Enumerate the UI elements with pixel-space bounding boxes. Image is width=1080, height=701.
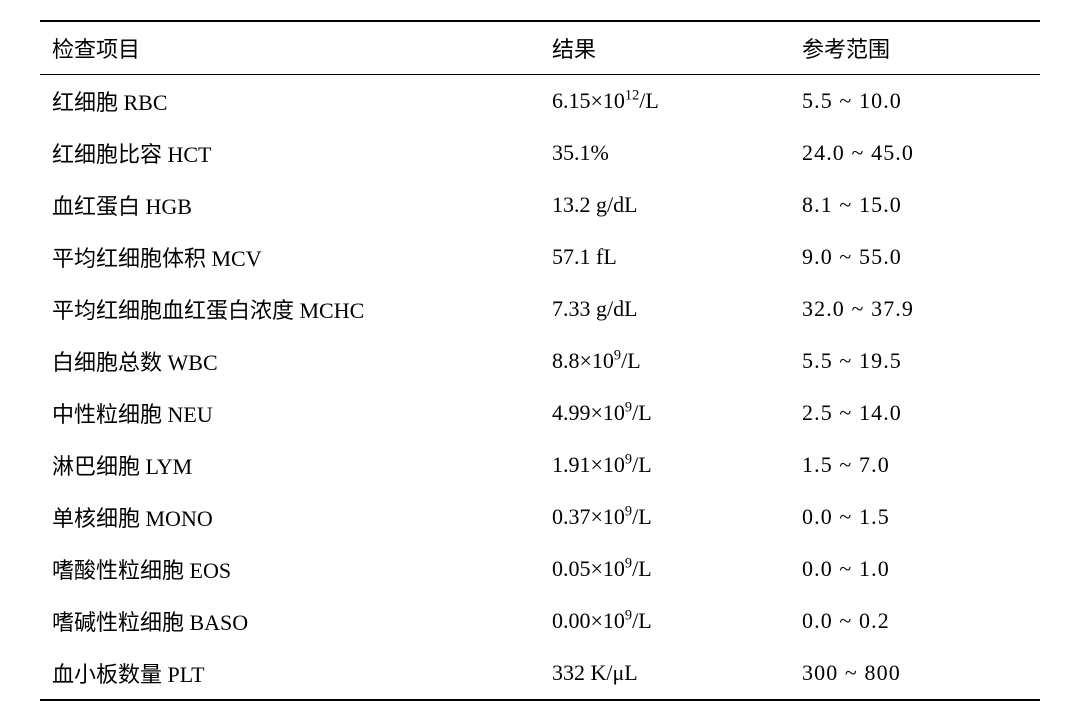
- cell-reference: 5.5 ~ 19.5: [790, 335, 1040, 387]
- result-suffix: /L: [639, 88, 659, 113]
- result-sup: 9: [625, 504, 632, 520]
- result-prefix: 35.1%: [552, 140, 609, 165]
- table-row: 平均红细胞血红蛋白浓度 MCHC 7.33 g/dL 32.0 ~ 37.9: [40, 283, 1040, 335]
- cell-reference: 32.0 ~ 37.9: [790, 283, 1040, 335]
- cell-item: 红细胞比容 HCT: [40, 127, 540, 179]
- result-suffix: /L: [632, 452, 652, 477]
- result-sup: 9: [625, 400, 632, 416]
- cell-item: 淋巴细胞 LYM: [40, 439, 540, 491]
- result-sup: 9: [625, 556, 632, 572]
- result-sup: 9: [625, 608, 632, 624]
- table-row: 嗜酸性粒细胞 EOS 0.05×109/L 0.0 ~ 1.0: [40, 543, 1040, 595]
- cell-result: 4.99×109/L: [540, 387, 790, 439]
- table-row: 淋巴细胞 LYM 1.91×109/L 1.5 ~ 7.0: [40, 439, 1040, 491]
- cell-reference: 5.5 ~ 10.0: [790, 75, 1040, 128]
- result-suffix: /L: [621, 348, 641, 373]
- result-prefix: 332 K/μL: [552, 660, 638, 685]
- result-prefix: 1.91×10: [552, 452, 625, 477]
- result-prefix: 7.33 g/dL: [552, 296, 638, 321]
- table-row: 嗜碱性粒细胞 BASO 0.00×109/L 0.0 ~ 0.2: [40, 595, 1040, 647]
- table-row: 单核细胞 MONO 0.37×109/L 0.0 ~ 1.5: [40, 491, 1040, 543]
- result-prefix: 4.99×10: [552, 400, 625, 425]
- cell-item: 血小板数量 PLT: [40, 647, 540, 700]
- cell-result: 0.00×109/L: [540, 595, 790, 647]
- result-prefix: 0.37×10: [552, 504, 625, 529]
- result-suffix: /L: [632, 556, 652, 581]
- cell-item: 红细胞 RBC: [40, 75, 540, 128]
- cell-reference: 1.5 ~ 7.0: [790, 439, 1040, 491]
- col-header-reference: 参考范围: [790, 21, 1040, 75]
- cell-item: 单核细胞 MONO: [40, 491, 540, 543]
- table-row: 血红蛋白 HGB 13.2 g/dL 8.1 ~ 15.0: [40, 179, 1040, 231]
- cell-result: 0.37×109/L: [540, 491, 790, 543]
- col-header-result: 结果: [540, 21, 790, 75]
- cell-reference: 0.0 ~ 1.0: [790, 543, 1040, 595]
- table-header-row: 检查项目 结果 参考范围: [40, 21, 1040, 75]
- cell-result: 13.2 g/dL: [540, 179, 790, 231]
- result-prefix: 0.00×10: [552, 608, 625, 633]
- cell-reference: 0.0 ~ 0.2: [790, 595, 1040, 647]
- table-row: 中性粒细胞 NEU 4.99×109/L 2.5 ~ 14.0: [40, 387, 1040, 439]
- col-header-item: 检查项目: [40, 21, 540, 75]
- result-prefix: 6.15×10: [552, 88, 625, 113]
- result-prefix: 57.1 fL: [552, 244, 617, 269]
- cell-item: 白细胞总数 WBC: [40, 335, 540, 387]
- result-prefix: 13.2 g/dL: [552, 192, 638, 217]
- cell-reference: 2.5 ~ 14.0: [790, 387, 1040, 439]
- cell-reference: 24.0 ~ 45.0: [790, 127, 1040, 179]
- table-row: 平均红细胞体积 MCV 57.1 fL 9.0 ~ 55.0: [40, 231, 1040, 283]
- result-sup: 9: [614, 348, 621, 364]
- cell-result: 35.1%: [540, 127, 790, 179]
- table-row: 白细胞总数 WBC 8.8×109/L 5.5 ~ 19.5: [40, 335, 1040, 387]
- result-prefix: 8.8×10: [552, 348, 614, 373]
- result-prefix: 0.05×10: [552, 556, 625, 581]
- result-sup: 9: [625, 452, 632, 468]
- table-row: 红细胞比容 HCT 35.1% 24.0 ~ 45.0: [40, 127, 1040, 179]
- result-suffix: /L: [632, 608, 652, 633]
- result-suffix: /L: [632, 504, 652, 529]
- cell-result: 6.15×1012/L: [540, 75, 790, 128]
- cell-reference: 9.0 ~ 55.0: [790, 231, 1040, 283]
- cell-result: 1.91×109/L: [540, 439, 790, 491]
- cell-result: 7.33 g/dL: [540, 283, 790, 335]
- cell-item: 嗜酸性粒细胞 EOS: [40, 543, 540, 595]
- table-body: 红细胞 RBC 6.15×1012/L 5.5 ~ 10.0 红细胞比容 HCT…: [40, 75, 1040, 701]
- table-row: 红细胞 RBC 6.15×1012/L 5.5 ~ 10.0: [40, 75, 1040, 128]
- result-sup: 12: [625, 88, 639, 104]
- cell-reference: 300 ~ 800: [790, 647, 1040, 700]
- cell-result: 0.05×109/L: [540, 543, 790, 595]
- cell-result: 8.8×109/L: [540, 335, 790, 387]
- cell-item: 血红蛋白 HGB: [40, 179, 540, 231]
- result-suffix: /L: [632, 400, 652, 425]
- blood-test-table: 检查项目 结果 参考范围 红细胞 RBC 6.15×1012/L 5.5 ~ 1…: [40, 20, 1040, 701]
- cell-item: 嗜碱性粒细胞 BASO: [40, 595, 540, 647]
- cell-item: 平均红细胞血红蛋白浓度 MCHC: [40, 283, 540, 335]
- cell-reference: 8.1 ~ 15.0: [790, 179, 1040, 231]
- cell-item: 中性粒细胞 NEU: [40, 387, 540, 439]
- cell-result: 332 K/μL: [540, 647, 790, 700]
- cell-result: 57.1 fL: [540, 231, 790, 283]
- table-row: 血小板数量 PLT 332 K/μL 300 ~ 800: [40, 647, 1040, 700]
- cell-item: 平均红细胞体积 MCV: [40, 231, 540, 283]
- cell-reference: 0.0 ~ 1.5: [790, 491, 1040, 543]
